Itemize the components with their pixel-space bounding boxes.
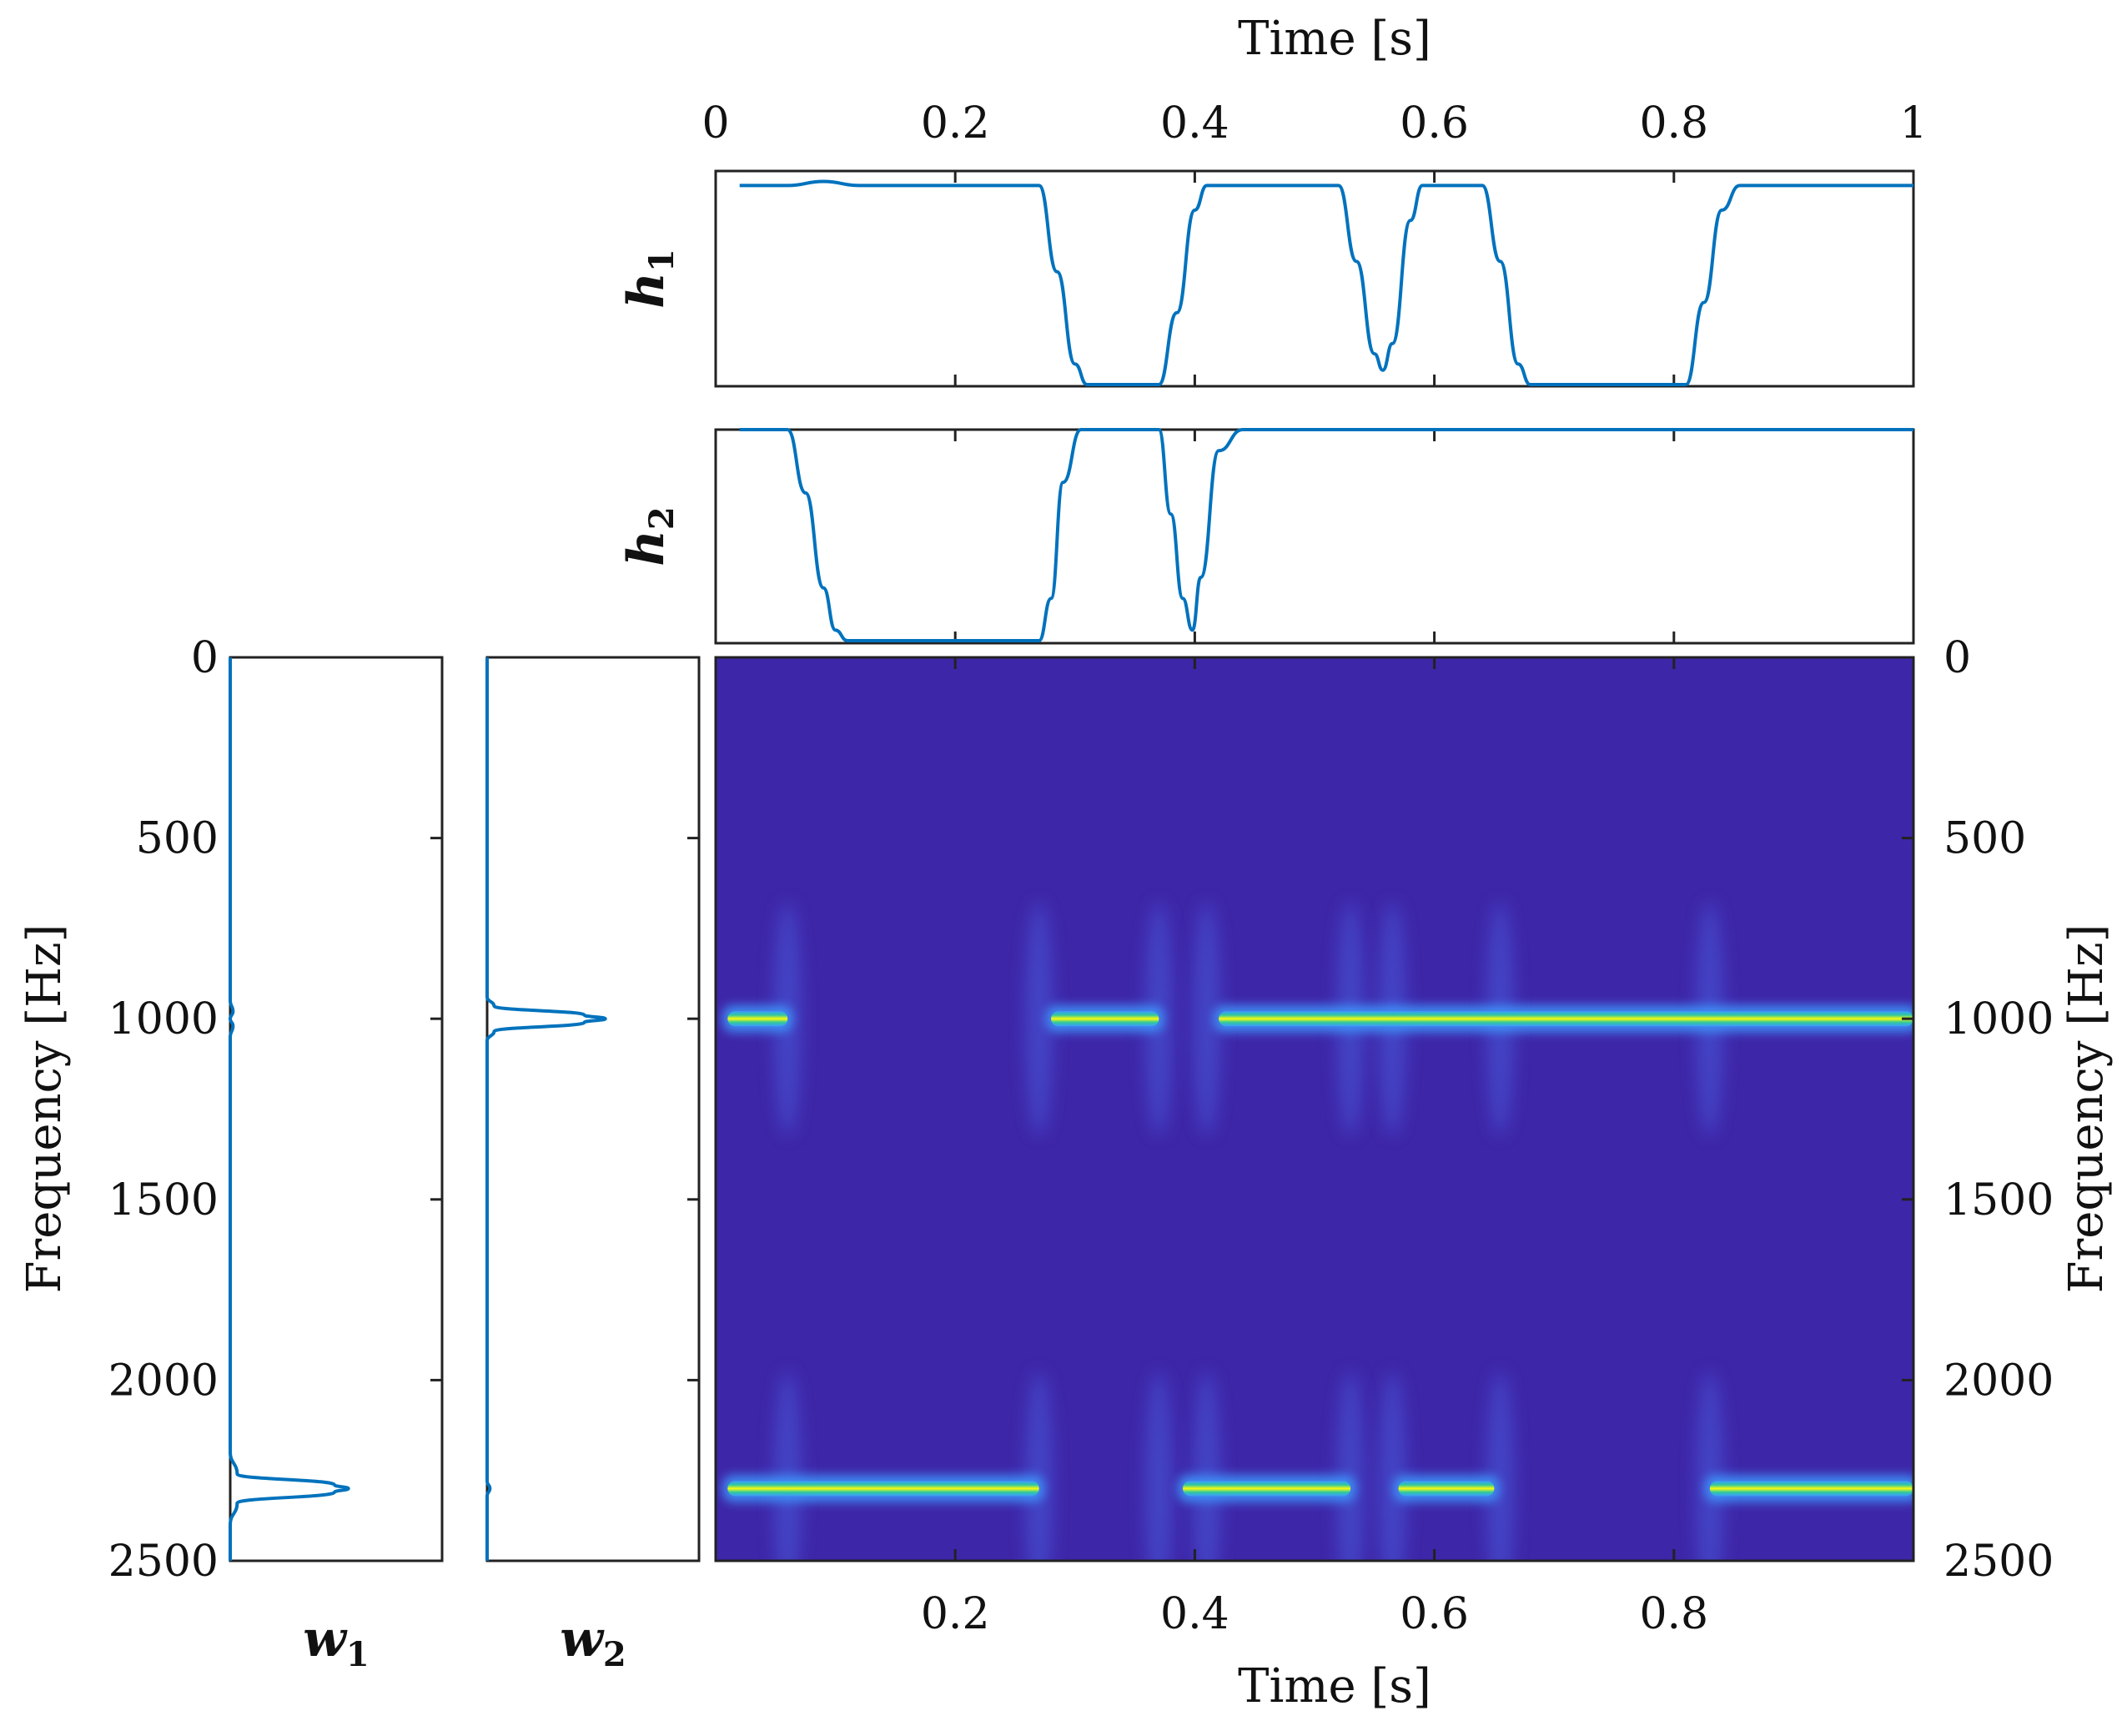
h2-frame bbox=[714, 428, 1915, 645]
spectrogram-ticks bbox=[953, 657, 1913, 1561]
w1-xlabel: w1 bbox=[303, 1610, 370, 1674]
w1-ticks bbox=[430, 837, 442, 1381]
w2-frame bbox=[485, 656, 701, 1562]
w1-series-line bbox=[228, 657, 350, 1561]
spectrogram-band bbox=[1219, 1011, 1913, 1027]
bottom-xtick-label: 0.4 bbox=[1160, 1589, 1229, 1639]
spectrogram-transient bbox=[1145, 1371, 1173, 1561]
h1-ticks bbox=[953, 171, 1676, 386]
spectrogram-transient bbox=[1193, 1371, 1220, 1561]
right-yaxis-title: Frequency [Hz] bbox=[2059, 924, 2114, 1294]
left-ytick-label: 1000 bbox=[108, 994, 219, 1044]
spectrogram-band bbox=[727, 1481, 1039, 1497]
bottom-xtick-label: 0.8 bbox=[1639, 1589, 1708, 1639]
top-xtick-label: 1 bbox=[1899, 98, 1927, 148]
w2-xlabel: w2 bbox=[560, 1610, 626, 1674]
spectrogram-transient bbox=[774, 1371, 802, 1561]
w2-panel: w2 bbox=[485, 656, 701, 1674]
left-yaxis-title: Frequency [Hz] bbox=[18, 924, 72, 1294]
spectrogram-band bbox=[1051, 1011, 1159, 1027]
top-xaxis-tick-labels: 0 0.2 0.4 0.6 0.8 1 bbox=[701, 98, 1927, 148]
right-ytick-label: 0 bbox=[1943, 633, 1971, 683]
top-xtick-label: 0.4 bbox=[1160, 98, 1229, 148]
top-xtick-label: 0.6 bbox=[1400, 98, 1469, 148]
bottom-xaxis-tick-labels: 0.2 0.4 0.6 0.8 bbox=[921, 1589, 1708, 1639]
w1-frame bbox=[229, 656, 444, 1562]
spectrogram-transient bbox=[1193, 902, 1220, 1136]
spectrogram-transient bbox=[1337, 1371, 1365, 1561]
h2-ylabel: h2 bbox=[617, 506, 681, 566]
right-ytick-label: 1500 bbox=[1943, 1175, 2054, 1225]
right-ytick-label: 2000 bbox=[1943, 1356, 2054, 1406]
top-xtick-label: 0 bbox=[701, 98, 729, 148]
left-ytick-label: 1500 bbox=[108, 1175, 219, 1225]
spectrogram-transient bbox=[1696, 1371, 1723, 1561]
left-ytick-label: 500 bbox=[136, 814, 219, 864]
right-ytick-label: 500 bbox=[1943, 814, 2026, 864]
h2-series-line bbox=[739, 427, 1913, 642]
top-xaxis-title: Time [s] bbox=[1238, 12, 1431, 66]
spectrogram-marks bbox=[722, 902, 1913, 1561]
bottom-xaxis-title: Time [s] bbox=[1238, 1659, 1431, 1713]
spectrogram-frame bbox=[714, 656, 1915, 1562]
h1-ylabel: h1 bbox=[617, 249, 681, 308]
left-ytick-label: 0 bbox=[191, 633, 219, 683]
spectrogram-panel bbox=[714, 656, 1915, 1562]
spectrogram-band bbox=[1398, 1481, 1495, 1497]
left-yaxis-tick-labels: 0 500 1000 1500 2000 2500 bbox=[108, 633, 219, 1587]
spectrogram-background bbox=[716, 657, 1913, 1561]
h1-series-line bbox=[739, 179, 1913, 387]
left-ytick-label: 2500 bbox=[108, 1537, 219, 1587]
w2-series-line bbox=[485, 657, 607, 1561]
top-xtick-label: 0.2 bbox=[921, 98, 990, 148]
bottom-xtick-label: 0.2 bbox=[921, 1589, 990, 1639]
w1-panel: w1 bbox=[228, 656, 444, 1674]
right-ytick-label: 1000 bbox=[1943, 994, 2054, 1044]
w2-ticks bbox=[687, 837, 699, 1381]
h1-frame bbox=[714, 169, 1915, 388]
h1-panel: h1 bbox=[617, 169, 1915, 388]
spectrogram-band bbox=[1183, 1481, 1351, 1497]
top-xtick-label: 0.8 bbox=[1639, 98, 1708, 148]
spectrogram-band bbox=[1709, 1481, 1913, 1497]
spectrogram-transient bbox=[1379, 1371, 1406, 1561]
spectrogram-band bbox=[727, 1011, 788, 1027]
spectrogram-transient bbox=[1486, 1371, 1514, 1561]
h2-panel: h2 bbox=[617, 427, 1915, 645]
spectrogram-transient bbox=[1025, 902, 1053, 1136]
spectrogram-transient bbox=[1025, 1371, 1053, 1561]
right-yaxis-tick-labels: 0 500 1000 1500 2000 2500 bbox=[1943, 633, 2054, 1587]
right-ytick-label: 2500 bbox=[1943, 1537, 2054, 1587]
left-ytick-label: 2000 bbox=[108, 1356, 219, 1406]
bottom-xtick-label: 0.6 bbox=[1400, 1589, 1469, 1639]
